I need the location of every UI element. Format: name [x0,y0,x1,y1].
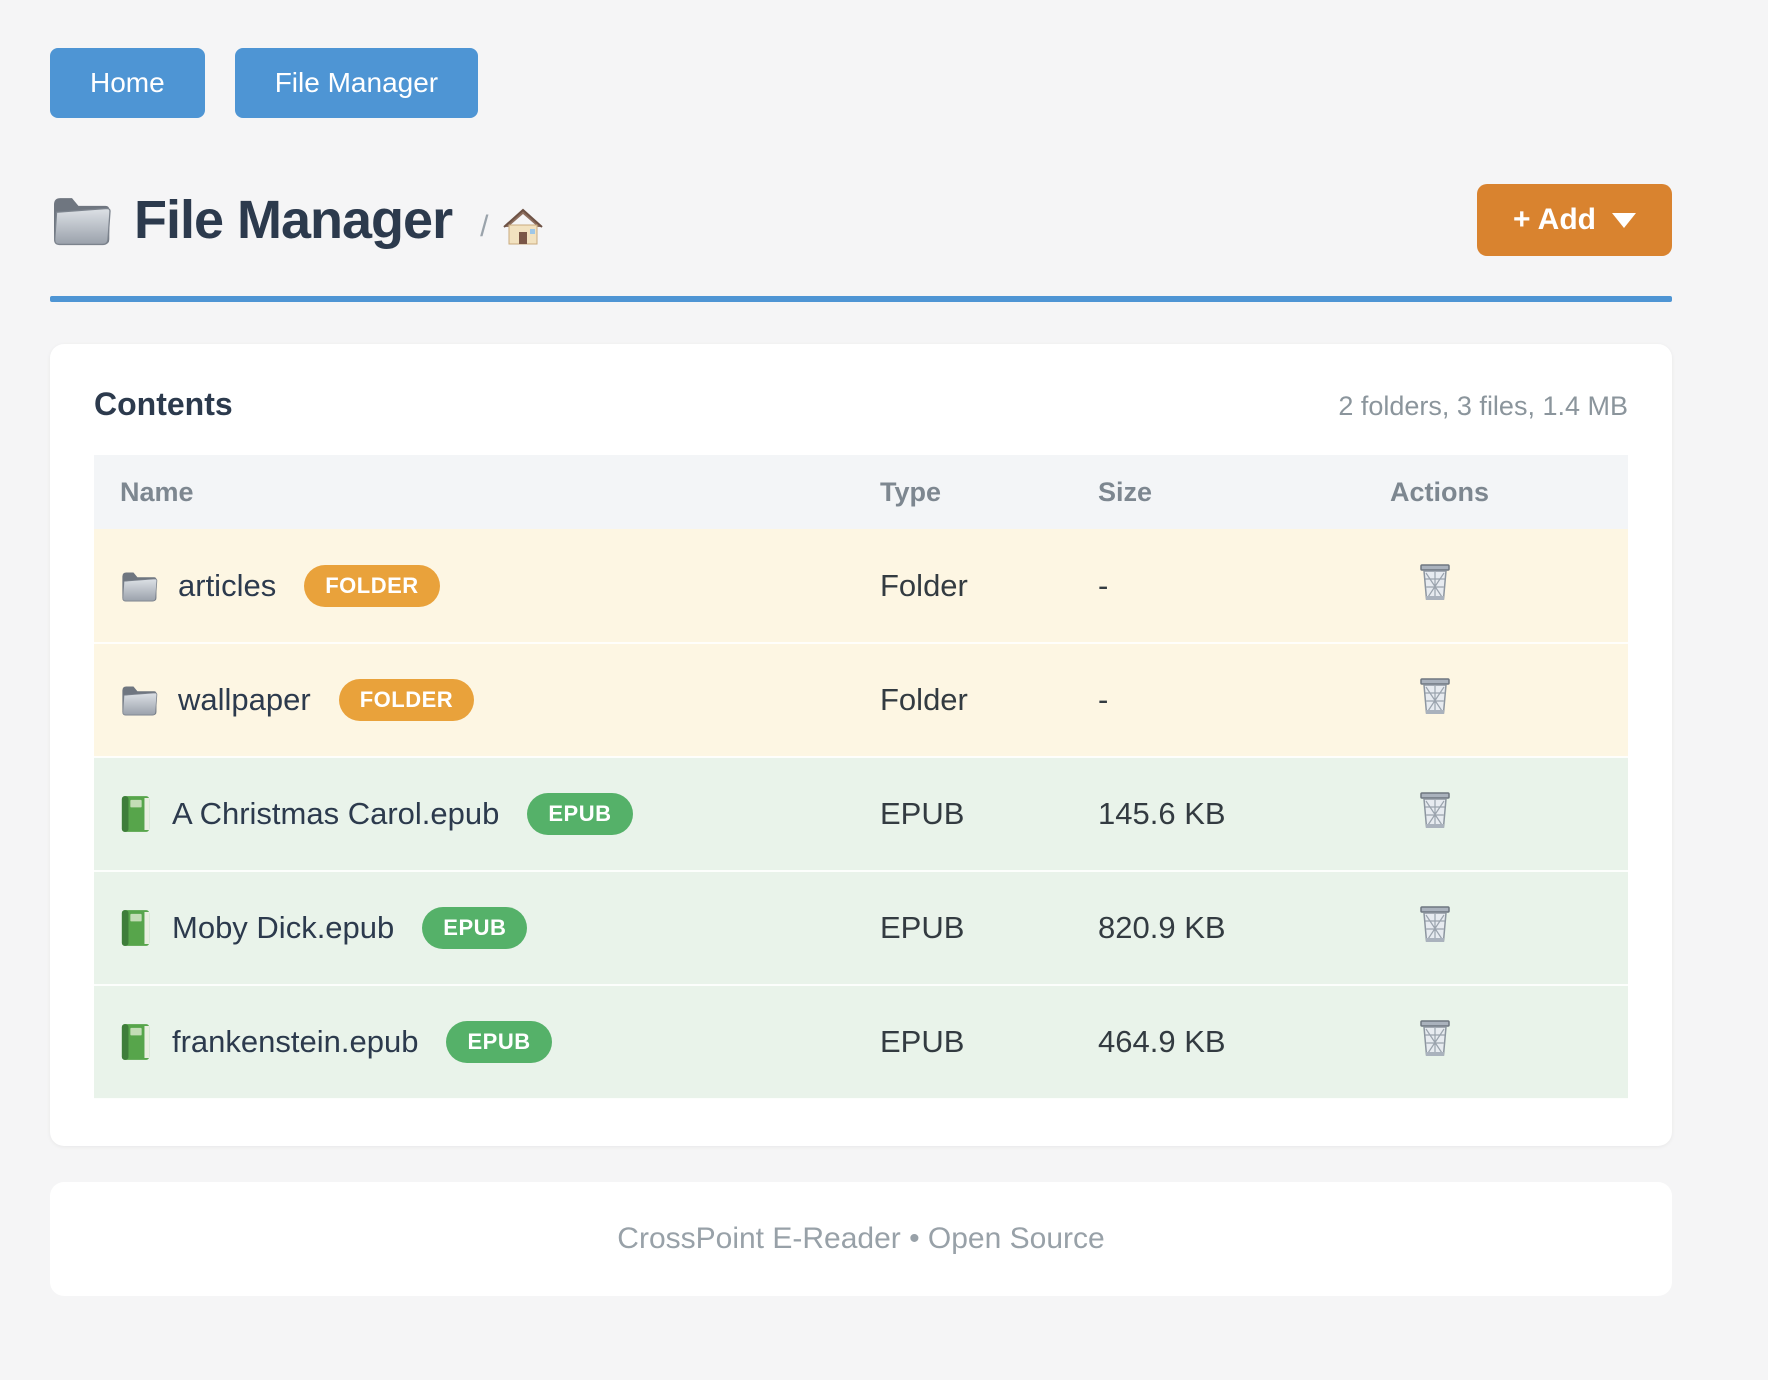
file-type: Folder [880,682,968,717]
file-link[interactable]: Moby Dick.epub EPUB [94,907,880,949]
table-row: A Christmas Carol.epub EPUB EPUB 145.6 K… [94,757,1628,871]
file-table-header: Name Type Size Actions [94,455,1628,529]
file-size: - [1098,567,1109,603]
contents-title: Contents [94,386,233,422]
page-title: File Manager [134,190,453,250]
trash-icon [1416,903,1454,945]
file-link[interactable]: A Christmas Carol.epub EPUB [94,793,880,835]
column-header-actions: Actions [1390,476,1490,507]
file-name: wallpaper [178,682,311,717]
folder-icon [120,569,158,603]
file-type: Folder [880,567,968,603]
column-header-name: Name [120,476,194,507]
delete-button[interactable] [1416,789,1454,834]
footer-card: CrossPoint E-Reader • Open Source [50,1182,1672,1296]
page-header: File Manager / + Add [50,184,1672,256]
page: Home File Manager File Manager / + Add C… [50,48,1672,1296]
delete-button[interactable] [1416,1017,1454,1062]
file-link[interactable]: articles FOLDER [94,564,880,607]
file-type: EPUB [880,910,965,945]
add-button-label: + Add [1512,203,1596,236]
column-header-type: Type [880,476,942,507]
table-row: Moby Dick.epub EPUB EPUB 820.9 KB [94,871,1628,985]
trash-icon [1416,1017,1454,1059]
add-button[interactable]: + Add [1476,184,1672,256]
house-icon[interactable] [502,207,544,247]
book-icon [120,1023,152,1061]
file-size: 820.9 KB [1098,910,1226,945]
folder-icon [120,683,158,717]
nav-file-manager-button[interactable]: File Manager [234,48,479,118]
file-table: Name Type Size Actions articles FOLDER F… [94,455,1628,1100]
file-link[interactable]: frankenstein.epub EPUB [94,1021,880,1063]
trash-icon [1416,675,1454,717]
folder-icon [50,193,112,247]
file-link[interactable]: wallpaper FOLDER [94,679,880,721]
title-divider [50,296,1672,302]
file-table-body: articles FOLDER Folder - wallpaper FOLDE… [94,529,1628,1099]
file-type-badge: FOLDER [338,679,475,721]
delete-button[interactable] [1416,675,1454,720]
trash-icon [1416,561,1454,603]
file-type-badge: EPUB [422,907,528,949]
book-icon [120,909,152,947]
contents-card-header: Contents 2 folders, 3 files, 1.4 MB [94,386,1628,423]
contents-card: Contents 2 folders, 3 files, 1.4 MB Name… [50,344,1672,1146]
file-type-badge: EPUB [446,1021,552,1063]
file-name: Moby Dick.epub [172,910,395,945]
file-size: 464.9 KB [1098,1024,1226,1059]
file-type-badge: EPUB [527,793,633,835]
table-row: articles FOLDER Folder - [94,529,1628,643]
file-type: EPUB [880,1024,965,1059]
contents-summary: 2 folders, 3 files, 1.4 MB [1338,391,1628,421]
title-group: File Manager / [50,189,544,251]
footer-text: CrossPoint E-Reader • Open Source [617,1222,1105,1255]
column-header-size: Size [1098,476,1153,507]
file-name: frankenstein.epub [172,1024,419,1059]
delete-button[interactable] [1416,903,1454,948]
breadcrumb-separator: / [480,210,489,243]
file-size: 145.6 KB [1098,796,1226,831]
file-type: EPUB [880,796,965,831]
table-row: frankenstein.epub EPUB EPUB 464.9 KB [94,985,1628,1099]
file-size: - [1098,682,1109,717]
table-row: wallpaper FOLDER Folder - [94,643,1628,757]
caret-down-icon [1612,212,1636,228]
file-name: A Christmas Carol.epub [172,796,500,831]
delete-button[interactable] [1416,561,1454,606]
file-name: articles [178,567,277,603]
nav-home-button[interactable]: Home [50,48,205,118]
book-icon [120,795,152,833]
trash-icon [1416,789,1454,831]
file-type-badge: FOLDER [304,564,440,607]
top-nav: Home File Manager [50,48,1672,118]
